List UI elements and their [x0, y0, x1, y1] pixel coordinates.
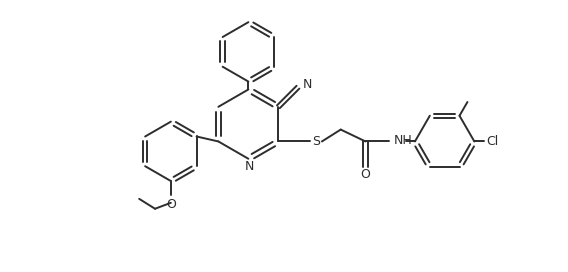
Text: N: N: [303, 78, 312, 91]
Text: O: O: [361, 168, 370, 181]
Text: NH: NH: [394, 134, 413, 147]
Text: Cl: Cl: [486, 135, 499, 148]
Text: N: N: [245, 160, 254, 173]
Text: S: S: [312, 135, 320, 148]
Text: O: O: [166, 198, 176, 211]
